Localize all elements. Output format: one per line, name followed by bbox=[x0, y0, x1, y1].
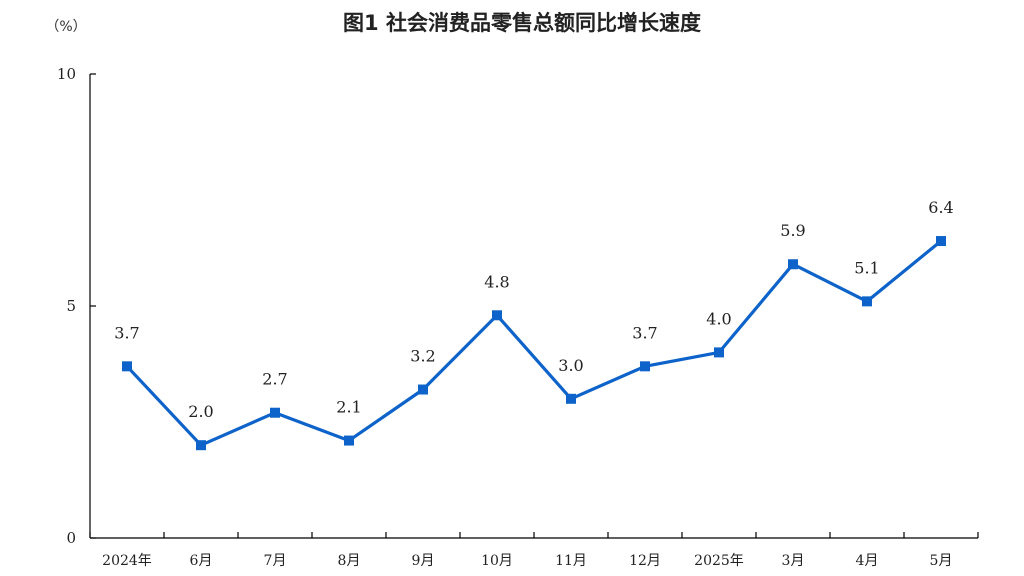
x-tick-label: 10月 bbox=[481, 553, 513, 569]
data-label: 5.9 bbox=[780, 221, 805, 240]
data-label: 2.7 bbox=[262, 370, 287, 389]
x-tick-label: 8月 bbox=[338, 553, 361, 569]
x-tick-label: 2025年 bbox=[694, 553, 744, 569]
data-point bbox=[492, 310, 502, 321]
data-point bbox=[122, 361, 132, 372]
chart-title: 图1 社会消费品零售总额同比增长速度 bbox=[343, 11, 701, 35]
x-tick-label: 5月 bbox=[930, 553, 953, 569]
data-label: 3.0 bbox=[558, 356, 583, 375]
data-label: 3.7 bbox=[114, 323, 139, 342]
data-point bbox=[418, 384, 428, 395]
data-label: 4.8 bbox=[484, 272, 509, 291]
data-label: 2.1 bbox=[336, 398, 361, 417]
y-tick-label: 5 bbox=[66, 297, 76, 315]
y-ticks: 0 5 10 bbox=[57, 65, 96, 547]
data-point bbox=[788, 259, 798, 270]
x-tick-label: 7月 bbox=[264, 553, 287, 569]
data-point bbox=[640, 361, 650, 372]
data-label: 6.4 bbox=[928, 198, 953, 217]
data-point bbox=[862, 296, 872, 307]
data-point bbox=[270, 407, 280, 418]
x-tick-label: 11月 bbox=[555, 553, 587, 569]
y-tick-label: 0 bbox=[66, 529, 76, 547]
x-ticks: 2024年 6月 7月 8月 9月 10月 11月 12月 2025年 3月 4月 5月 bbox=[89, 532, 979, 569]
data-label: 3.7 bbox=[632, 323, 657, 342]
data-point bbox=[566, 393, 576, 404]
data-label: 4.0 bbox=[706, 309, 731, 328]
x-tick-label: 2024年 bbox=[102, 553, 152, 569]
series-line bbox=[125, 239, 943, 447]
data-point bbox=[196, 440, 206, 451]
data-point bbox=[936, 236, 946, 247]
data-labels: 3.7 2.0 2.7 2.1 3.2 4.8 3.0 3.7 4.0 5.9 5.1 6.4 bbox=[114, 198, 953, 421]
data-label: 5.1 bbox=[854, 258, 879, 277]
x-tick-label: 12月 bbox=[629, 553, 661, 569]
data-label: 2.0 bbox=[188, 402, 213, 421]
y-tick-label: 10 bbox=[57, 65, 76, 83]
data-point bbox=[714, 347, 724, 358]
axes bbox=[89, 74, 978, 539]
y-unit-label: （%） bbox=[45, 19, 86, 35]
x-tick-label: 3月 bbox=[782, 553, 805, 569]
data-point bbox=[344, 435, 354, 446]
x-tick-label: 6月 bbox=[190, 553, 213, 569]
data-label: 3.2 bbox=[410, 347, 435, 366]
series-group bbox=[122, 236, 946, 451]
x-tick-label: 4月 bbox=[856, 553, 879, 569]
x-tick-label: 9月 bbox=[412, 553, 435, 569]
